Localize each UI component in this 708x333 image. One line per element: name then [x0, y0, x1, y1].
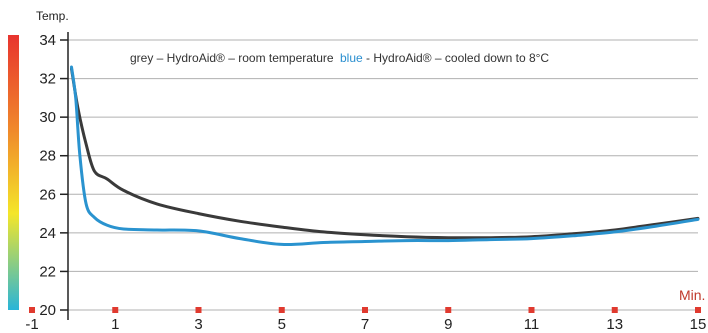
series-blue-line	[70, 65, 700, 247]
x-tick-label: 15	[690, 316, 707, 333]
series-grey-line	[70, 67, 700, 240]
x-tick-label: -1	[25, 316, 38, 333]
grid	[68, 39, 698, 311]
y-tick-label: 24	[39, 225, 56, 242]
x-tick-label: 13	[606, 316, 623, 333]
y-tick-label: 30	[39, 109, 56, 126]
x-marker	[362, 307, 368, 313]
x-tick-label: 9	[444, 316, 452, 333]
x-marker	[445, 307, 452, 313]
y-tick-label: 34	[39, 32, 56, 49]
x-marker	[112, 307, 119, 313]
x-marker	[195, 307, 202, 313]
x-marker	[695, 307, 701, 313]
x-tick-label: 5	[278, 316, 286, 333]
legend-blue-text: - HydroAid® – cooled down to 8°C	[363, 51, 550, 65]
x-tick-label: 1	[111, 316, 119, 333]
x-markers	[29, 307, 701, 313]
y-tick-label: 20	[39, 302, 56, 319]
x-tick-label: 3	[194, 316, 202, 333]
y-tick-label: 22	[39, 263, 56, 280]
legend-grey-prefix: grey	[130, 51, 153, 65]
x-marker	[611, 307, 618, 313]
y-tick-label: 26	[39, 186, 56, 203]
x-tick-label: 11	[524, 316, 540, 333]
y-tick-label: 28	[39, 148, 56, 165]
legend-grey-text: – HydroAid® – room temperature	[153, 51, 334, 65]
legend-grey: grey – HydroAid® – room temperature	[130, 51, 334, 65]
x-marker	[29, 307, 35, 313]
x-tick-label: 7	[361, 316, 369, 333]
color-scale-bar	[8, 35, 19, 310]
x-marker	[528, 307, 535, 313]
x-marker	[278, 307, 285, 313]
y-axis-label: Temp.	[36, 9, 69, 23]
series-lines	[70, 65, 700, 247]
x-axis-label: Min.	[679, 287, 705, 303]
legend-blue-prefix: blue	[340, 51, 363, 65]
legend-blue: blue - HydroAid® – cooled down to 8°C	[340, 51, 549, 65]
y-tick-label: 32	[39, 71, 56, 88]
